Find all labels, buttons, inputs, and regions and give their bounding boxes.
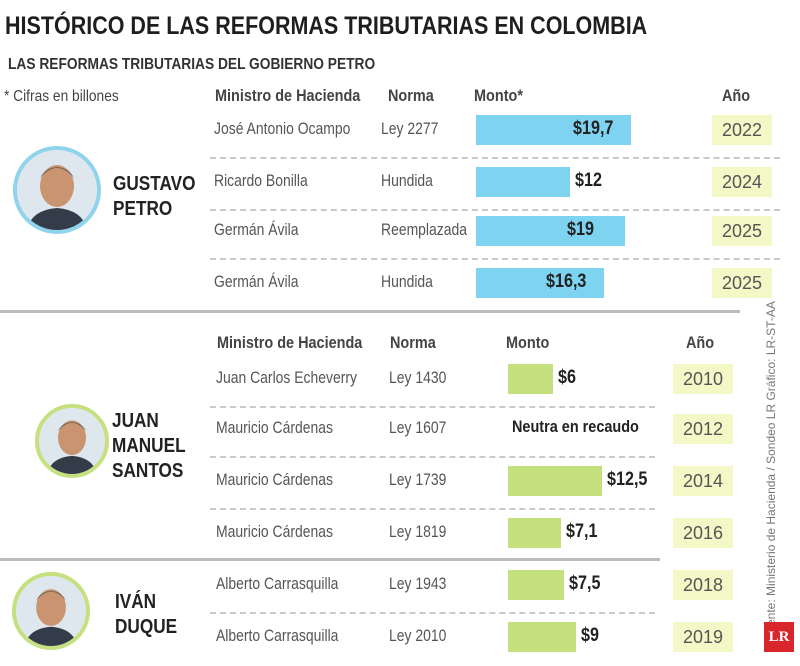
norma: Hundida	[381, 171, 433, 190]
president-photo	[35, 404, 109, 478]
bar	[476, 216, 626, 246]
bar-value-label: $16,3	[545, 271, 587, 292]
bar	[476, 115, 631, 145]
bar-value-label: $6	[558, 367, 576, 388]
year-box: 2022	[712, 115, 772, 145]
president-name: GUSTAVO	[113, 173, 196, 195]
bar-value-label: $7,5	[569, 573, 601, 594]
minister-name: Mauricio Cárdenas	[216, 522, 334, 541]
president-name: JUAN	[112, 410, 159, 432]
norma: Ley 1819	[389, 522, 447, 541]
year-box: 2025	[712, 268, 772, 298]
minister-name: Germán Ávila	[214, 220, 299, 239]
president-name: MANUEL	[112, 435, 186, 457]
president-name: DUQUE	[115, 616, 178, 638]
header-norma: Norma	[390, 333, 436, 352]
section-divider	[0, 558, 660, 561]
year-box: 2018	[673, 570, 733, 600]
row-divider	[210, 508, 655, 510]
minister-name: Mauricio Cárdenas	[216, 418, 334, 437]
header-norma: Norma	[388, 86, 434, 105]
norma: Ley 1607	[389, 418, 447, 437]
norma: Hundida	[381, 272, 433, 291]
year-box: 2025	[712, 216, 772, 246]
bar-value-label: $19,7	[572, 118, 614, 139]
norma: Ley 2010	[389, 626, 447, 645]
year-box: 2019	[673, 622, 733, 652]
row-divider	[210, 612, 655, 614]
bar	[476, 268, 604, 298]
bar-value-label: Neutra en recaudo	[512, 417, 639, 436]
year-box: 2024	[712, 167, 772, 197]
header-year: Año	[722, 86, 751, 105]
president-name: IVÁN	[115, 591, 157, 613]
norma: Ley 1739	[389, 470, 447, 489]
minister-name: Ricardo Bonilla	[214, 171, 308, 190]
row-divider	[210, 157, 780, 159]
bar-value-label: $9	[580, 625, 599, 646]
president-name: PETRO	[113, 198, 173, 220]
bar	[508, 622, 576, 652]
minister-name: Mauricio Cárdenas	[216, 470, 334, 489]
page-title: HISTÓRICO DE LAS REFORMAS TRIBUTARIAS EN…	[5, 12, 648, 40]
source-note: Fuente: Ministerio de Hacienda / Sondeo …	[764, 301, 778, 640]
header-minister: Ministro de Hacienda	[215, 86, 361, 105]
row-divider	[210, 406, 655, 408]
bar	[508, 466, 602, 496]
minister-name: Alberto Carrasquilla	[216, 626, 339, 645]
bar	[508, 364, 553, 394]
bar	[508, 570, 565, 600]
president-photo	[12, 572, 90, 650]
year-box: 2016	[673, 518, 733, 548]
lr-logo: LR	[764, 622, 794, 652]
year-box: 2014	[673, 466, 733, 496]
president-name: SANTOS	[112, 460, 184, 482]
norma: Ley 2277	[381, 119, 439, 138]
subtitle: LAS REFORMAS TRIBUTARIAS DEL GOBIERNO PE…	[8, 56, 376, 73]
bar	[476, 167, 571, 197]
header-monto: Monto	[506, 333, 550, 352]
year-box: 2010	[673, 364, 733, 394]
bar-value-label: $19	[567, 219, 595, 240]
president-photo	[13, 146, 101, 234]
row-divider	[210, 209, 780, 211]
minister-name: Juan Carlos Echeverry	[216, 368, 358, 387]
header-year: Año	[686, 333, 715, 352]
header-monto: Monto*	[474, 86, 523, 105]
norma: Reemplazada	[381, 220, 468, 239]
norma: Ley 1430	[389, 368, 447, 387]
header-minister: Ministro de Hacienda	[217, 333, 363, 352]
minister-name: José Antonio Ocampo	[214, 119, 351, 138]
bar-value-label: $12	[575, 170, 603, 191]
section-divider	[0, 310, 740, 313]
bar	[508, 518, 562, 548]
row-divider	[210, 456, 655, 458]
minister-name: Alberto Carrasquilla	[216, 574, 339, 593]
units-note: * Cifras en billones	[4, 88, 119, 105]
bar-value-label: $7,1	[566, 521, 598, 542]
row-divider	[210, 258, 780, 260]
bar-value-label: $12,5	[606, 469, 648, 490]
minister-name: Germán Ávila	[214, 272, 299, 291]
year-box: 2012	[673, 414, 733, 444]
norma: Ley 1943	[389, 574, 447, 593]
